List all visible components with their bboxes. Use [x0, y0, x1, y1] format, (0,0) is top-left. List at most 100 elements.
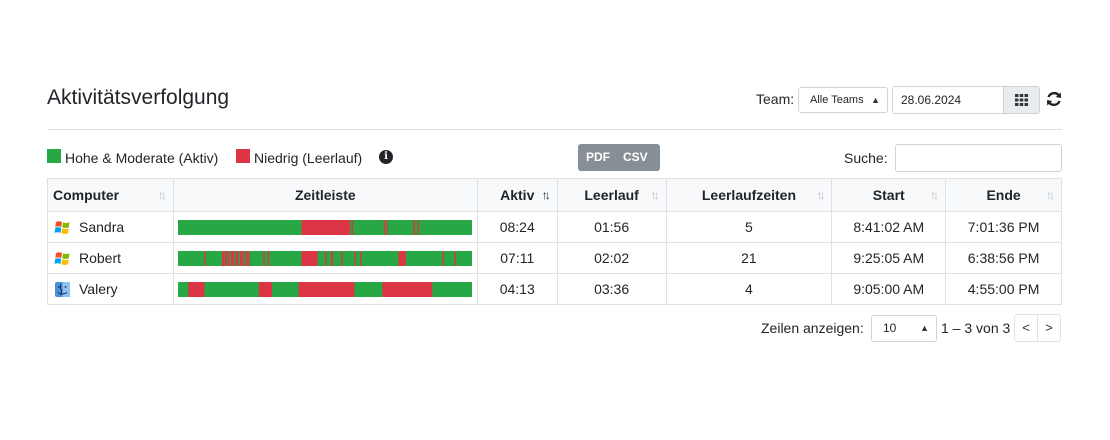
column-header-label: Ende: [986, 187, 1021, 203]
timeline-idle-segment: [225, 250, 228, 266]
timeline-idle-segment: [351, 219, 354, 235]
timeline-idle-segment: [301, 250, 318, 266]
table-row[interactable]: Sandra 08:24 01:56 5 8:41:02 AM 7:01:36 …: [47, 211, 1062, 243]
leerlauf-cell: 01:56: [556, 211, 667, 243]
timeline-idle-segment: [382, 281, 433, 297]
legend-idle-swatch: [236, 149, 250, 163]
table-row[interactable]: Robert 07:11 02:02 21 9:25:05 AM 6:38:56…: [47, 242, 1062, 274]
timeline-idle-segment: [360, 250, 363, 266]
mac-finder-icon: [55, 281, 70, 297]
activity-timeline: [178, 219, 473, 235]
windows-icon: [54, 251, 70, 265]
search-label: Suche:: [844, 150, 888, 166]
sort-icon: ↑↓: [930, 188, 939, 202]
timeline-cell: [172, 211, 478, 243]
start-cell: 9:25:05 AM: [831, 242, 947, 274]
legend-idle-label: Niedrig (Leerlauf): [254, 150, 363, 166]
table-row[interactable]: Valery 04:13 03:36 4 9:05:00 AM 4:55:00 …: [47, 273, 1062, 305]
start-cell: 8:41:02 AM: [831, 211, 947, 243]
sort-active-icon: ↑↓: [541, 188, 551, 202]
timeline-idle-segment: [228, 250, 230, 266]
team-select[interactable]: Alle Teams ▲︎: [798, 87, 888, 113]
rows-per-page-label: Zeilen anzeigen:: [761, 320, 864, 336]
timeline-idle-segment: [267, 250, 270, 266]
search-input[interactable]: [895, 144, 1062, 172]
select-caret-icon: ▲︎: [920, 323, 929, 333]
computer-cell: Robert: [47, 242, 174, 274]
timeline-idle-segment: [240, 250, 243, 266]
leerlaufzeiten-cell: 21: [665, 242, 833, 274]
leerlaufzeiten-cell: 4: [665, 273, 833, 305]
pagination-range: 1 – 3 von 3: [941, 320, 1011, 336]
timeline-idle-segment: [245, 250, 249, 266]
column-header-label: Leerlaufzeiten: [701, 187, 796, 203]
timeline-idle-segment: [398, 250, 407, 266]
timeline-idle-segment: [301, 219, 351, 235]
timeline-idle-segment: [222, 250, 225, 266]
leerlauf-cell: 02:02: [556, 242, 667, 274]
timeline-idle-segment: [243, 250, 245, 266]
column-header-label: Computer: [53, 187, 120, 203]
legend-active-label: Hohe & Moderate (Aktiv): [65, 150, 219, 166]
export-button-group: PDF CSV: [578, 144, 660, 171]
timeline-idle-segment: [298, 281, 355, 297]
aktiv-cell: 04:13: [476, 273, 558, 305]
ende-cell: 6:38:56 PM: [945, 242, 1062, 274]
column-header-aktiv[interactable]: Aktiv ↑↓: [476, 178, 558, 212]
computer-cell: Sandra: [47, 211, 174, 243]
ende-cell: 4:55:00 PM: [945, 273, 1062, 305]
timeline-idle-segment: [331, 250, 334, 266]
timeline-idle-segment: [263, 250, 266, 266]
computer-name: Robert: [79, 249, 122, 266]
calendar-button[interactable]: [1003, 86, 1040, 114]
column-header-computer[interactable]: Computer ↑↓: [47, 178, 174, 212]
leerlauf-cell: 03:36: [556, 273, 667, 305]
column-header-label: Leerlauf: [584, 187, 639, 203]
date-input[interactable]: 28.06.2024: [892, 86, 1004, 114]
csv-button[interactable]: CSV: [623, 150, 648, 164]
column-header-label: Zeitleiste: [294, 187, 356, 203]
column-header-leerlauf[interactable]: Leerlauf ↑↓: [556, 178, 667, 212]
info-icon[interactable]: i: [379, 150, 393, 164]
grid-calendar-icon: [1015, 94, 1028, 106]
computer-name: Sandra: [79, 218, 125, 235]
next-page-button[interactable]: >: [1037, 314, 1061, 342]
sort-icon: ↑↓: [1046, 188, 1055, 202]
column-header-leerlaufzeiten[interactable]: Leerlaufzeiten ↑↓: [665, 178, 833, 212]
aktiv-cell: 08:24: [476, 211, 558, 243]
timeline-idle-segment: [341, 250, 343, 266]
team-label: Team:: [756, 91, 795, 107]
windows-icon: [54, 220, 70, 234]
timeline-idle-segment: [235, 250, 239, 266]
sort-icon: ↑↓: [650, 188, 660, 202]
column-header-label: Aktiv: [500, 187, 535, 203]
start-cell: 9:05:00 AM: [831, 273, 947, 305]
header-divider: [47, 129, 1062, 130]
computer-name: Valery: [79, 280, 118, 297]
table-header-row: Computer ↑↓ Zeitleiste Aktiv ↑↓ Leerlauf…: [47, 178, 1062, 212]
activity-timeline: [178, 281, 473, 297]
prev-page-button[interactable]: <: [1014, 314, 1038, 342]
column-header-start[interactable]: Start ↑↓: [831, 178, 947, 212]
refresh-icon[interactable]: [1045, 90, 1063, 108]
sort-icon: ↑↓: [816, 188, 825, 202]
column-header-ende[interactable]: Ende ↑↓: [945, 178, 1062, 212]
activity-table: Computer ↑↓ Zeitleiste Aktiv ↑↓ Leerlauf…: [47, 178, 1062, 305]
aktiv-cell: 07:11: [476, 242, 558, 274]
timeline-cell: [172, 242, 478, 274]
sort-icon: ↑↓: [157, 188, 167, 202]
pdf-button[interactable]: PDF: [586, 150, 610, 164]
timeline-idle-segment: [442, 250, 445, 266]
timeline-idle-segment: [413, 219, 416, 235]
timeline-cell: [172, 273, 478, 305]
timeline-idle-segment: [325, 250, 327, 266]
rows-per-page-select[interactable]: 10 ▲︎: [871, 315, 937, 342]
select-caret-icon: ▲︎: [871, 95, 880, 105]
column-header-zeitleiste: Zeitleiste: [172, 178, 478, 212]
ende-cell: 7:01:36 PM: [945, 211, 1062, 243]
timeline-idle-segment: [354, 250, 357, 266]
timeline-idle-segment: [417, 219, 420, 235]
timeline-idle-segment: [454, 250, 457, 266]
timeline-idle-segment: [188, 281, 205, 297]
activity-timeline: [178, 250, 473, 266]
